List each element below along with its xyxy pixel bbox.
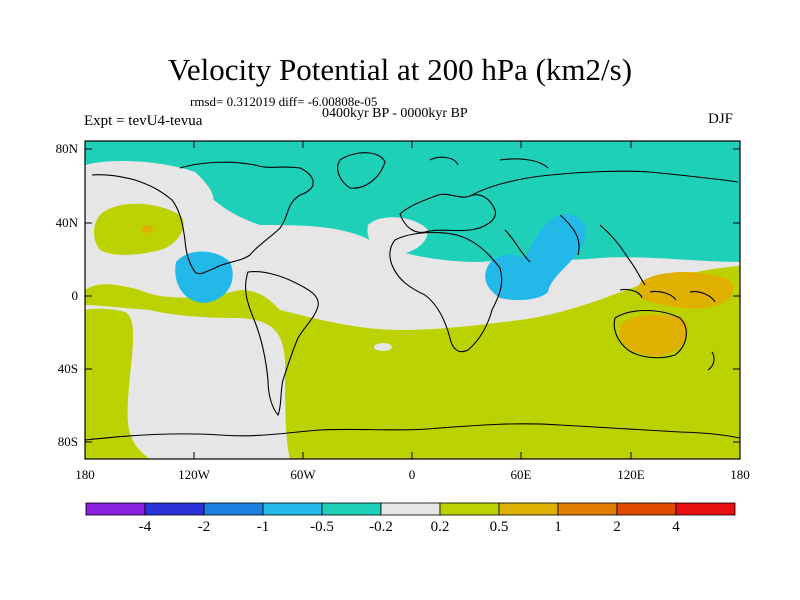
field-neutral-europe: [367, 217, 428, 255]
map-title: Velocity Potential at 200 hPa (km2/s): [167, 52, 633, 87]
lon-label-180w: 180: [75, 467, 95, 482]
lon-tick-marks: [193, 141, 632, 459]
colorbar-box: [321, 502, 382, 516]
colorbar-box: [675, 502, 736, 516]
period-text: 0400kyr BP - 0000kyr BP: [322, 106, 468, 121]
stats-text: rmsd= 0.312019 diff= -6.00808e-05: [190, 94, 378, 109]
lat-label-eq: 0: [71, 288, 79, 303]
season-label: DJF: [708, 111, 734, 127]
colorbar-box: [439, 502, 500, 516]
colorbar-label: 4: [672, 519, 680, 535]
colorbar-label: -2: [197, 519, 211, 535]
lat-tick-marks: [85, 148, 740, 443]
lon-label-60w: 60W: [290, 467, 316, 482]
colorbar-label: 2: [613, 519, 621, 535]
field-orange-spot: [141, 225, 153, 233]
colorbar-box: [557, 502, 618, 516]
lon-label-120e: 120E: [617, 467, 645, 482]
colorbar-label: -4: [138, 519, 152, 535]
colorbar-label: -0.2: [369, 519, 393, 535]
colorbar-box: [498, 502, 559, 516]
lon-label-120w: 120W: [178, 467, 210, 482]
colorbar-box: [616, 502, 677, 516]
colorbar-label: -0.5: [310, 519, 334, 535]
field-neutral-atlantic: [374, 343, 392, 351]
field-neutral-northwest: [85, 160, 214, 212]
colorbar-box: [262, 502, 323, 516]
lat-label-40s: 40S: [57, 361, 78, 376]
colorbar-box: [380, 502, 441, 516]
colorbar-label: 1: [554, 519, 562, 535]
lon-label-180e: 180: [730, 467, 750, 482]
field-neutral-inset: [146, 322, 185, 359]
field-positive-southwest: [85, 308, 150, 459]
experiment-label: Expt = tevU4-tevua: [84, 113, 203, 129]
colorbar-label: 0.5: [489, 519, 509, 535]
field-orange-australia: [620, 314, 688, 357]
colorbar-label: 0.2: [430, 519, 450, 535]
lat-label-40n: 40N: [55, 215, 78, 230]
lon-label-0: 0: [408, 467, 416, 482]
colorbar: [85, 502, 736, 516]
colorbar-box: [203, 502, 264, 516]
field-negative-americas: [175, 251, 233, 303]
colorbar-box: [85, 502, 146, 516]
field-negative-indian: [485, 214, 586, 300]
colorbar-label: -1: [256, 519, 270, 535]
lon-label-60e: 60E: [510, 467, 532, 482]
contour-fill: [85, 141, 740, 459]
field-positive-northpacific: [94, 203, 184, 255]
coastlines: [85, 152, 740, 441]
lat-label-80n: 80N: [55, 141, 78, 156]
field-orange-maritime: [637, 272, 733, 309]
colorbar-box: [144, 502, 205, 516]
lat-label-80s: 80S: [57, 434, 78, 449]
field-positive-south: [85, 266, 740, 459]
